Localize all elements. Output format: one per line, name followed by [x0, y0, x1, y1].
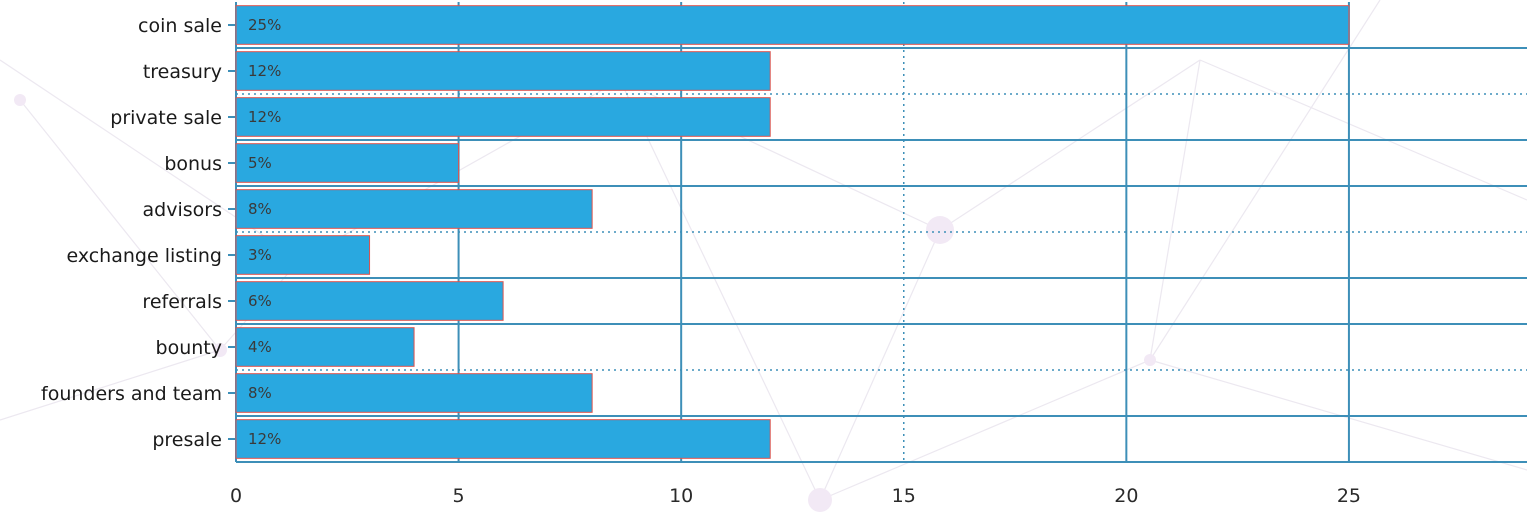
- bar-data-label: 12%: [248, 62, 281, 80]
- x-tick-label: 0: [230, 485, 242, 507]
- gridlines: [228, 2, 1527, 463]
- bar: [235, 419, 771, 459]
- category-label: treasury: [143, 61, 222, 83]
- x-tick-label: 5: [453, 485, 465, 507]
- labels: 25% coin sale 12% treasury 12% private sale 5%…: [41, 15, 1361, 507]
- category-label: founders and team: [41, 383, 222, 405]
- bar: [235, 281, 504, 321]
- bar-data-label: 5%: [248, 154, 272, 172]
- category-label: referrals: [142, 291, 222, 313]
- bars: [235, 5, 1350, 459]
- bar-data-label: 6%: [248, 292, 272, 310]
- category-label: bounty: [156, 337, 222, 359]
- bar: [235, 235, 371, 275]
- bar-data-label: 3%: [248, 246, 272, 264]
- bar: [235, 143, 460, 183]
- bar: [235, 51, 771, 91]
- bar: [235, 189, 593, 229]
- bar-data-label: 12%: [248, 108, 281, 126]
- bar: [235, 327, 415, 367]
- bar: [235, 5, 1350, 45]
- bar: [235, 373, 593, 413]
- bar-data-label: 4%: [248, 338, 272, 356]
- bar-data-label: 8%: [248, 384, 272, 402]
- x-tick-label: 10: [669, 485, 693, 507]
- category-label: bonus: [164, 153, 222, 175]
- category-label: presale: [152, 429, 222, 451]
- x-tick-label: 15: [892, 485, 916, 507]
- bar-data-label: 8%: [248, 200, 272, 218]
- category-label: advisors: [143, 199, 222, 221]
- x-tick-label: 25: [1337, 485, 1361, 507]
- bar-data-label: 12%: [248, 430, 281, 448]
- x-tick-label: 20: [1114, 485, 1138, 507]
- category-label: private sale: [110, 107, 222, 129]
- category-label: exchange listing: [66, 245, 222, 267]
- category-label: coin sale: [138, 15, 222, 37]
- bar: [235, 97, 771, 137]
- bar-data-label: 25%: [248, 16, 281, 34]
